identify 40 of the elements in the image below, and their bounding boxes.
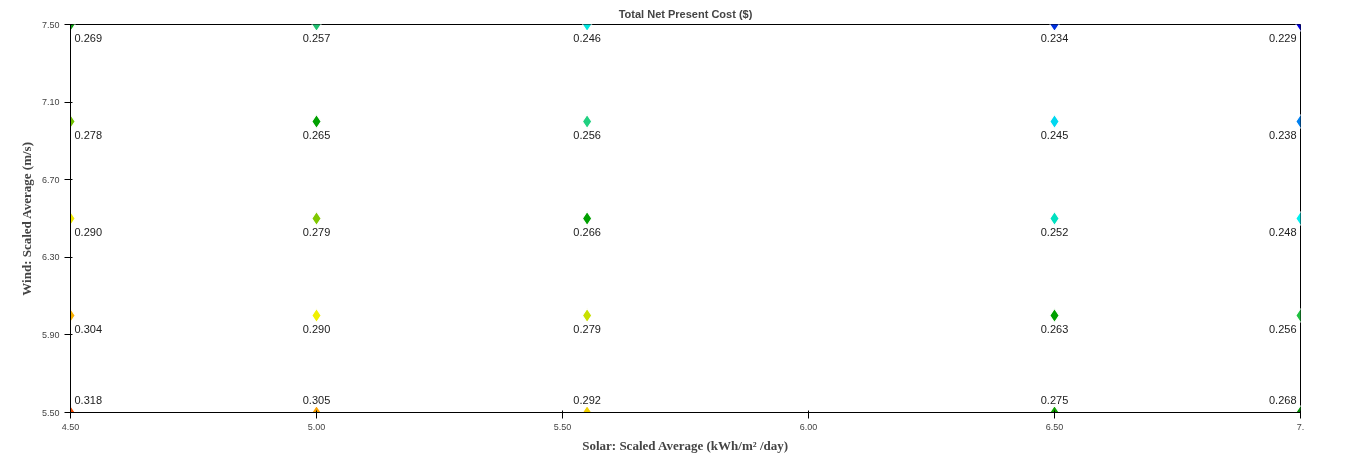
annotation: 0.256 <box>1268 322 1297 335</box>
annotation: 0.234 <box>1040 31 1069 44</box>
y-tick-label: 7.10 <box>41 97 60 108</box>
y-tick-label: 6.70 <box>41 174 60 185</box>
x-tick-label: 5.00 <box>307 421 326 432</box>
annotation: 0.304 <box>74 322 103 335</box>
annotation: 0.263 <box>1040 322 1069 335</box>
x-tick-label: 5.50 <box>553 421 572 432</box>
annotation: 0.290 <box>74 225 103 238</box>
y-tick-label: 7.50 <box>41 19 60 30</box>
annotation: 0.279 <box>302 225 331 238</box>
annotation: 0.252 <box>1040 225 1069 238</box>
annotation: 0.292 <box>573 393 601 406</box>
x-tick-label: 6.00 <box>799 421 818 432</box>
annotation: 0.248 <box>1268 225 1297 238</box>
annotation: 0.318 <box>74 393 103 406</box>
annotation: 0.268 <box>1268 393 1297 406</box>
x-tick-label: 7. <box>1296 421 1305 432</box>
annotation: 0.246 <box>573 31 601 44</box>
y-tick-label: 5.50 <box>41 407 60 418</box>
annotation: 0.245 <box>1040 128 1069 141</box>
annotation: 0.305 <box>302 393 331 406</box>
y-tick-label: 5.90 <box>41 329 60 340</box>
annotation: 0.265 <box>302 128 331 141</box>
annotation: 0.266 <box>573 225 601 238</box>
y-tick-label: 6.30 <box>41 252 60 263</box>
annotation: 0.279 <box>573 322 601 335</box>
annotation: 0.238 <box>1268 128 1297 141</box>
annotation: 0.256 <box>573 128 601 141</box>
annotation: 0.290 <box>302 322 331 335</box>
annotation: 0.269 <box>74 31 103 44</box>
annotation: 0.257 <box>302 31 331 44</box>
annotation: 0.275 <box>1040 393 1069 406</box>
annotation: 0.229 <box>1268 31 1297 44</box>
y-axis-title: Wind: Scaled Average (m/s) <box>18 142 34 296</box>
annotation: 0.278 <box>74 128 103 141</box>
x-axis-title: Solar: Scaled Average (kWh/m² /day) <box>582 437 789 453</box>
chart-title: Total Net Present Cost ($) <box>618 7 753 20</box>
x-tick-label: 6.50 <box>1045 421 1064 432</box>
x-tick-label: 4.50 <box>61 421 80 432</box>
